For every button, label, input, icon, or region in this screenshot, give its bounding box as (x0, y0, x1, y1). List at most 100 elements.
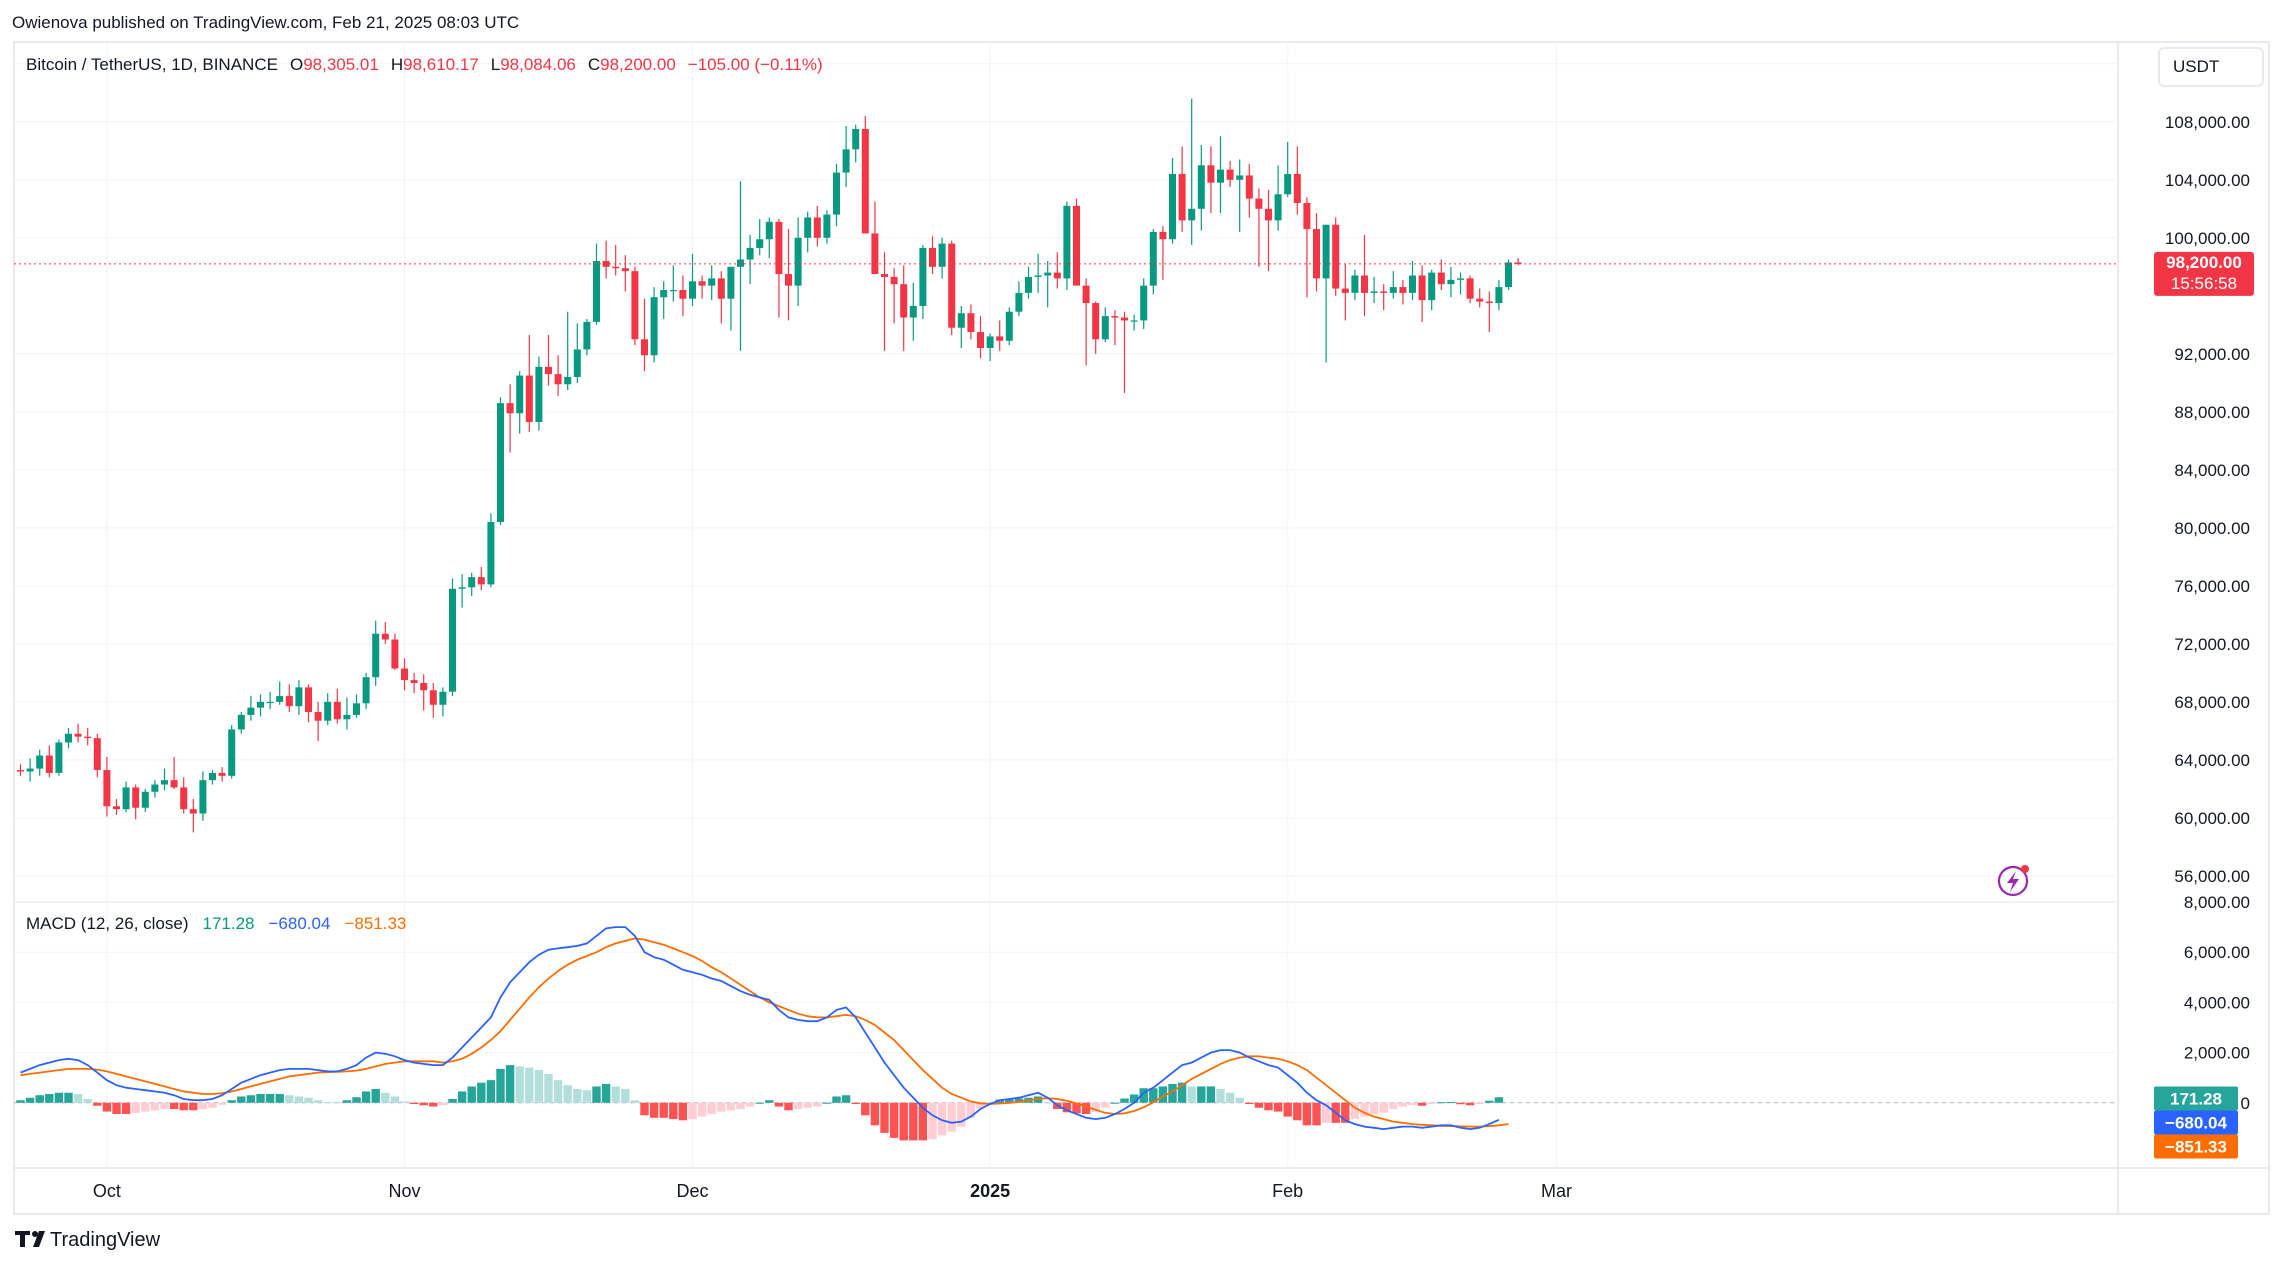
candle[interactable] (1437, 259, 1445, 290)
candle[interactable] (1370, 276, 1378, 304)
candle[interactable] (775, 218, 783, 318)
candle[interactable] (535, 356, 543, 431)
candle[interactable] (410, 672, 418, 694)
candle[interactable] (1044, 260, 1052, 308)
candle[interactable] (458, 574, 466, 608)
candle[interactable] (554, 355, 562, 396)
macd-hist-badge[interactable]: 171.28 (2154, 1086, 2238, 1111)
candle[interactable] (439, 687, 447, 717)
candle[interactable] (324, 693, 332, 726)
candle[interactable] (861, 115, 869, 234)
candle[interactable] (1447, 266, 1455, 298)
candle[interactable] (1005, 307, 1013, 346)
candle[interactable] (1073, 198, 1080, 286)
candle[interactable] (199, 771, 207, 821)
candle[interactable] (900, 265, 908, 351)
time-axis[interactable]: Oct Nov Dec 2025 Feb Mar (93, 1181, 1572, 1201)
candle[interactable] (1341, 263, 1349, 321)
candle[interactable] (516, 371, 524, 434)
candle[interactable] (1466, 275, 1474, 304)
candle[interactable] (593, 243, 600, 325)
candle[interactable] (170, 756, 178, 789)
candle[interactable] (1226, 160, 1234, 188)
candle[interactable] (353, 694, 360, 718)
candle[interactable] (266, 691, 274, 710)
last-price-badge[interactable]: 98,200.00 15:56:58 (2154, 251, 2254, 296)
candle[interactable] (122, 781, 130, 813)
candle[interactable] (785, 229, 792, 321)
candle[interactable] (871, 201, 879, 275)
candle[interactable] (429, 683, 437, 718)
candle[interactable] (141, 788, 149, 813)
candle[interactable] (1121, 311, 1128, 393)
candle[interactable] (93, 733, 101, 778)
candle[interactable] (276, 681, 284, 705)
candle[interactable] (689, 253, 696, 306)
candle[interactable] (468, 572, 476, 596)
candle[interactable] (996, 320, 1004, 351)
candle[interactable] (1514, 258, 1522, 266)
candle[interactable] (1399, 279, 1407, 305)
candle[interactable] (1169, 158, 1176, 244)
candle[interactable] (314, 701, 322, 742)
candle[interactable] (497, 397, 504, 525)
candle[interactable] (1092, 301, 1100, 354)
candle[interactable] (45, 745, 53, 778)
candle[interactable] (641, 298, 648, 372)
candle[interactable] (420, 674, 428, 711)
candle[interactable] (602, 240, 610, 279)
candle[interactable] (1457, 272, 1464, 295)
candle[interactable] (161, 768, 168, 791)
candle[interactable] (1178, 146, 1186, 232)
candle[interactable] (1303, 197, 1311, 298)
candle[interactable] (65, 727, 72, 749)
tradingview-logo[interactable]: TradingView (15, 1229, 161, 1251)
candle[interactable] (967, 304, 975, 340)
candle[interactable] (333, 688, 341, 724)
candle[interactable] (1082, 278, 1090, 366)
candle[interactable] (1418, 265, 1426, 322)
candle[interactable] (890, 268, 898, 324)
candle[interactable] (257, 694, 264, 717)
candle[interactable] (180, 777, 188, 814)
candle[interactable] (1265, 189, 1272, 272)
candlestick-series[interactable] (14, 98, 2118, 833)
candle[interactable] (228, 725, 236, 779)
candle[interactable] (1495, 279, 1503, 311)
candle[interactable] (573, 323, 581, 383)
candle[interactable] (804, 211, 812, 253)
candle[interactable] (103, 756, 111, 817)
candle[interactable] (132, 784, 140, 820)
macd-line-badge[interactable]: −680.04 (2154, 1110, 2238, 1135)
candle[interactable] (113, 799, 120, 815)
candle[interactable] (525, 334, 533, 433)
candle[interactable] (1111, 310, 1119, 346)
candle[interactable] (1428, 269, 1436, 311)
candle[interactable] (1332, 217, 1340, 296)
candle[interactable] (477, 566, 485, 591)
candle[interactable] (765, 217, 773, 259)
candle[interactable] (362, 672, 370, 710)
candle[interactable] (948, 240, 956, 335)
candle[interactable] (583, 318, 591, 356)
macd-signal-badge[interactable]: −851.33 (2154, 1134, 2238, 1159)
candle[interactable] (74, 723, 82, 743)
candle[interactable] (1313, 213, 1320, 292)
candle[interactable] (929, 236, 936, 275)
candle[interactable] (1255, 188, 1263, 267)
candle[interactable] (372, 620, 380, 686)
candle[interactable] (285, 684, 293, 713)
candle[interactable] (881, 252, 888, 351)
candle[interactable] (17, 764, 24, 776)
candle[interactable] (977, 316, 984, 359)
candle[interactable] (305, 684, 312, 723)
candle[interactable] (938, 237, 946, 279)
candle[interactable] (1274, 165, 1282, 231)
candle[interactable] (1284, 142, 1292, 198)
candle[interactable] (401, 658, 408, 691)
candle[interactable] (852, 124, 860, 163)
candle[interactable] (660, 281, 668, 319)
candle[interactable] (650, 287, 658, 363)
candle[interactable] (986, 333, 994, 362)
candle[interactable] (391, 633, 399, 670)
